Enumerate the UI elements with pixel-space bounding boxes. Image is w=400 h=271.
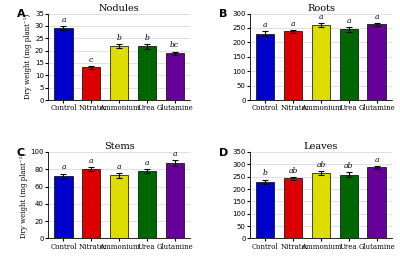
Text: ab: ab	[316, 161, 326, 169]
Title: Leaves: Leaves	[304, 142, 338, 151]
Bar	[256, 34, 274, 100]
Text: a: a	[117, 163, 121, 170]
Text: A: A	[17, 9, 25, 19]
Text: a: a	[346, 17, 351, 25]
Text: b: b	[117, 34, 122, 42]
Bar	[54, 28, 72, 100]
Bar	[166, 163, 184, 238]
Text: a: a	[89, 157, 94, 165]
Bar	[284, 31, 302, 100]
Text: a: a	[319, 13, 323, 21]
Text: a: a	[145, 159, 149, 167]
Text: ab: ab	[288, 166, 298, 175]
Y-axis label: Dry weight (mg plant⁻¹): Dry weight (mg plant⁻¹)	[24, 14, 32, 99]
Bar	[256, 182, 274, 238]
Bar	[110, 46, 128, 100]
Bar	[138, 171, 156, 238]
Text: b: b	[144, 34, 149, 41]
Bar	[340, 175, 358, 238]
Bar	[82, 169, 100, 238]
Text: a: a	[291, 20, 295, 28]
Text: a: a	[61, 16, 66, 24]
Bar	[340, 30, 358, 100]
Bar	[54, 176, 72, 238]
Text: a: a	[61, 163, 66, 172]
Text: a: a	[374, 13, 379, 21]
Text: c: c	[89, 56, 94, 63]
Title: Nodules: Nodules	[99, 4, 140, 13]
Text: D: D	[218, 148, 228, 158]
Bar	[368, 167, 386, 238]
Title: Stems: Stems	[104, 142, 134, 151]
Bar	[284, 178, 302, 238]
Y-axis label: Dry weight (mg plant⁻¹): Dry weight (mg plant⁻¹)	[20, 153, 28, 238]
Text: b: b	[263, 169, 268, 178]
Bar	[166, 53, 184, 100]
Bar	[312, 25, 330, 100]
Bar	[82, 67, 100, 100]
Text: a: a	[172, 150, 177, 158]
Text: a: a	[374, 156, 379, 164]
Bar	[138, 46, 156, 100]
Bar	[110, 175, 128, 238]
Bar	[312, 173, 330, 238]
Text: ab: ab	[344, 162, 354, 170]
Text: B: B	[218, 9, 227, 19]
Title: Roots: Roots	[307, 4, 335, 13]
Text: a: a	[263, 21, 268, 29]
Text: bc: bc	[170, 41, 179, 49]
Bar	[368, 24, 386, 100]
Text: C: C	[17, 148, 25, 158]
